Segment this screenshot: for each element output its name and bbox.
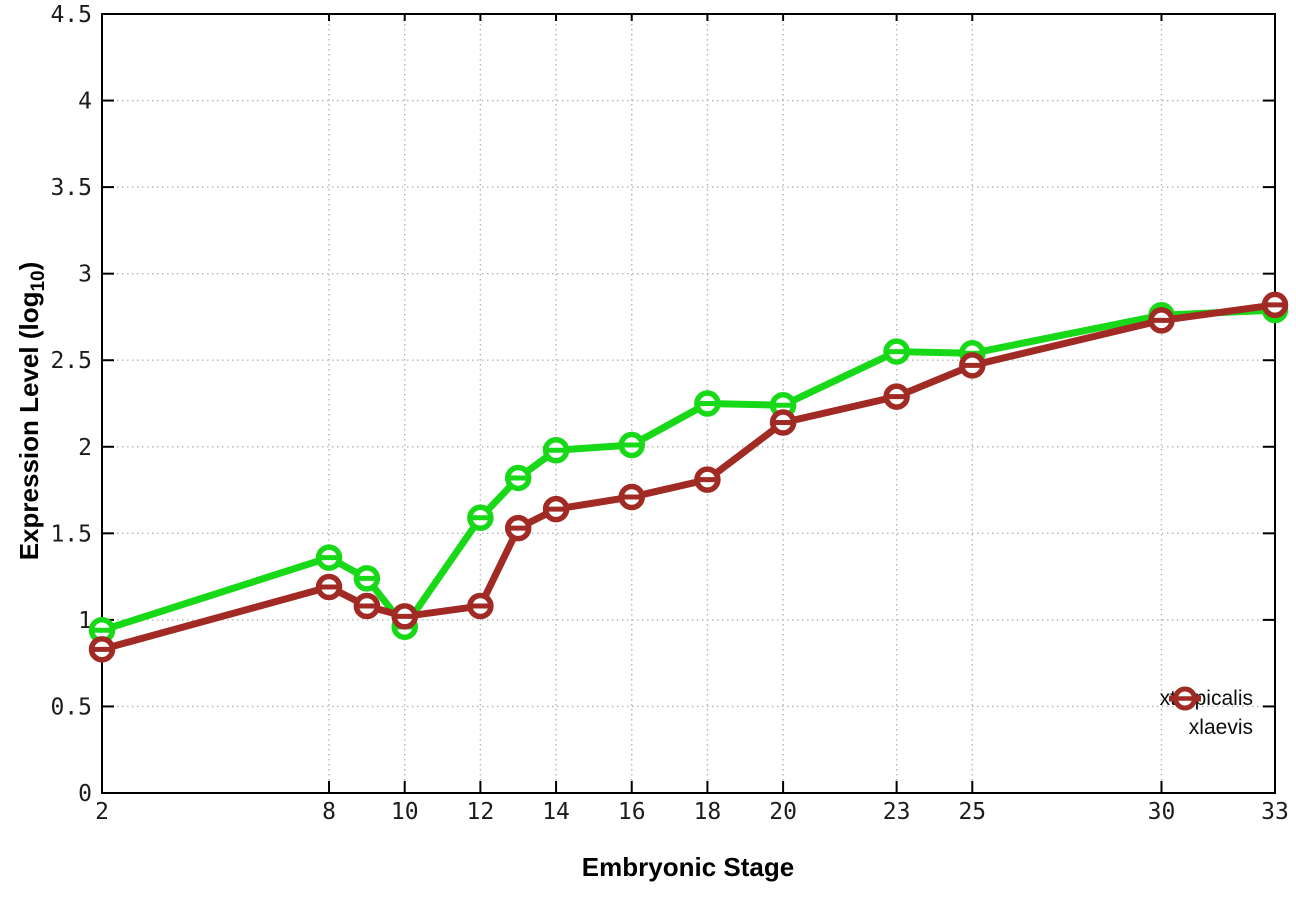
gridlines	[101, 13, 1276, 794]
y-tick-label-2: 2	[78, 435, 92, 461]
x-tick-label-25: 25	[958, 799, 986, 825]
y-tick-label-4: 4	[78, 89, 92, 115]
x-tick-label-23: 23	[883, 799, 911, 825]
x-tick-label-12: 12	[467, 799, 495, 825]
series-xtropicalis-line	[98, 306, 1279, 634]
series-xlaevis-line	[98, 301, 1279, 653]
x-tick-label-10: 10	[391, 799, 419, 825]
y-tick-label-2.5: 2.5	[50, 348, 92, 374]
x-tick-label-2: 2	[95, 799, 109, 825]
x-tick-label-18: 18	[694, 799, 722, 825]
legend: xtropicalis xlaevis	[1160, 684, 1253, 742]
y-tick-label-1.5: 1.5	[50, 521, 92, 547]
legend-item-xlaevis: xlaevis	[1160, 686, 1253, 742]
plot-border	[101, 13, 1276, 794]
x-tick-label-16: 16	[618, 799, 646, 825]
y-tick-label-4.5: 4.5	[50, 2, 92, 28]
y-tick-label-0.5: 0.5	[50, 694, 92, 720]
x-tick-label-14: 14	[542, 799, 570, 825]
axis-ticks	[101, 13, 1276, 794]
y-axis-title: Expression Level (log10)	[14, 262, 49, 561]
legend-label-xlaevis: xlaevis	[1188, 716, 1253, 739]
data-series	[88, 291, 1289, 663]
x-axis-title: Embryonic Stage	[582, 852, 794, 882]
y-tick-label-1: 1	[78, 608, 92, 634]
plot-border-rect	[101, 13, 1276, 794]
y-tick-label-0: 0	[78, 781, 92, 807]
y-tick-label-3: 3	[78, 262, 92, 288]
legend-marker-xlaevis	[1168, 686, 1201, 711]
x-tick-label-33: 33	[1261, 799, 1289, 825]
axis-tick-labels: 2 8 10 12 14 16 18 20 23 25 30 33 0 0.5 1 1.5 2 2.5 3 3.5 4 4…	[50, 2, 1288, 825]
y-tick-label-3.5: 3.5	[50, 175, 92, 201]
x-tick-label-30: 30	[1148, 799, 1176, 825]
x-tick-label-8: 8	[322, 799, 336, 825]
x-tick-label-20: 20	[769, 799, 797, 825]
